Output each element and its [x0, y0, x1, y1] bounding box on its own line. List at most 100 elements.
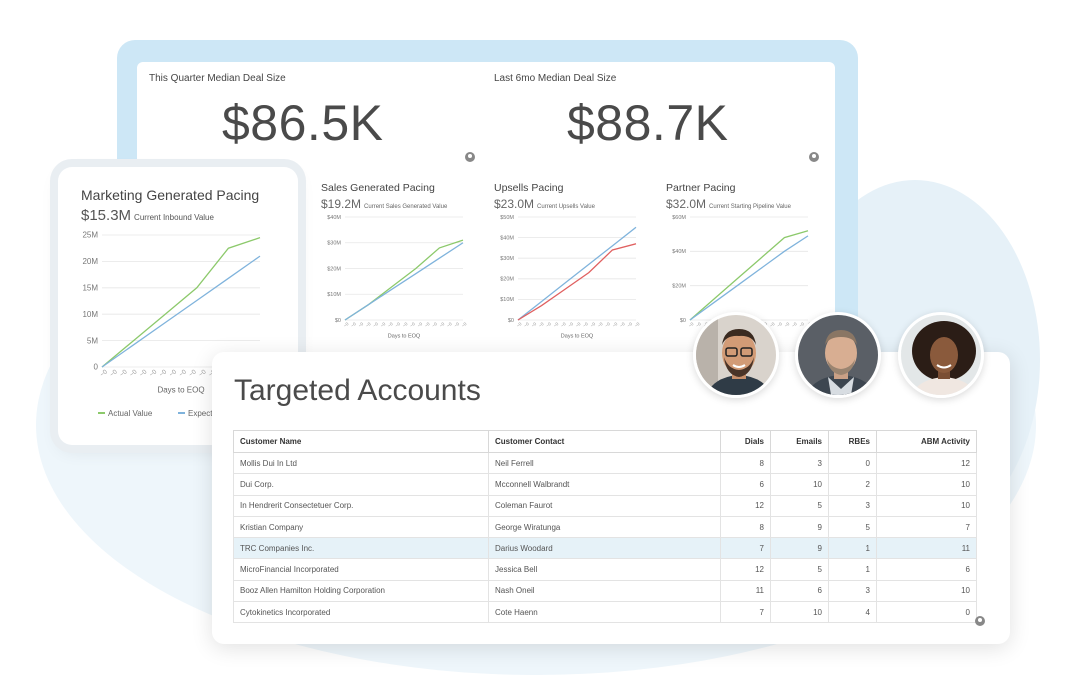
table-cell: 4 — [828, 601, 877, 624]
targeted-accounts-card: Targeted Accounts Customer Name Customer… — [212, 352, 1010, 644]
table-cell: Nash Oneil — [488, 579, 721, 603]
table-row[interactable]: In Hendrerit Consectetuer Corp. Coleman F… — [233, 494, 977, 517]
upsells-pacing-chart: Upsells Pacing $23.0M Current Upsells Val… — [494, 182, 644, 346]
x-tick-label: ~0 — [342, 321, 349, 328]
x-tick-label: ~0 — [379, 321, 386, 328]
x-tick-label: ~0 — [538, 321, 545, 328]
sales-pacing-chart: Sales Generated Pacing $19.2M Current Sal… — [321, 182, 471, 346]
table-row[interactable]: MicroFinancial Incorporated Jessica Bell 1… — [233, 558, 977, 581]
sales-line-chart: $40M$30M$20M$10M$0~0 ~0 ~0 ~0 ~0 ~0 ~0 ~0 ~0 ~0 ~0… — [327, 215, 468, 340]
table-row[interactable]: Mollis Dui In Ltd Neil Ferrell 8 3 0 12 — [233, 451, 977, 475]
table-cell: 10 — [876, 579, 977, 603]
y-tick-label: $30M — [500, 256, 514, 262]
table-cell: 8 — [720, 515, 771, 539]
x-tick-label: ~0 — [552, 321, 559, 328]
x-tick-label: ~0 — [158, 368, 168, 378]
table-cell: 10 — [770, 601, 829, 624]
x-tick-label: ~0 — [582, 321, 589, 328]
x-tick-label: ~0 — [438, 321, 445, 328]
avatar — [795, 312, 881, 398]
x-tick-label: ~0 — [188, 368, 198, 378]
y-tick-label: $30M — [327, 241, 341, 247]
table-row[interactable]: TRC Companies Inc. Darius Woodard 7 9 1 11 — [233, 537, 977, 560]
chart-value: $23.0M Current Upsells Value — [494, 197, 595, 211]
user-icon[interactable] — [809, 152, 819, 162]
table-cell: 7 — [876, 515, 977, 539]
x-tick-label: ~0 — [109, 368, 119, 378]
x-tick-label: ~0 — [597, 321, 604, 328]
table-cell: Cytokinetics Incorporated — [233, 601, 489, 624]
table-cell: 5 — [770, 558, 829, 581]
column-header[interactable]: RBEs — [828, 430, 877, 453]
x-tick-label: ~0 — [633, 321, 640, 328]
kpi-title: This Quarter Median Deal Size — [149, 73, 286, 84]
table-row[interactable]: Booz Allen Hamilton Holding Corporation N… — [233, 579, 977, 603]
column-header[interactable]: Emails — [770, 430, 829, 453]
x-axis-label: Days to EOQ — [388, 334, 421, 340]
table-row[interactable]: Kristian Company George Wiratunga 8 9 5 7 — [233, 515, 977, 539]
y-tick-label: $20M — [500, 277, 514, 283]
table-cell: 12 — [720, 494, 771, 517]
table-row[interactable]: Dui Corp. Mcconnell Walbrandt 6 10 2 10 — [233, 473, 977, 496]
x-tick-label: ~0 — [560, 321, 567, 328]
table-cell: Darius Woodard — [488, 537, 721, 560]
x-tick-label: ~0 — [178, 368, 188, 378]
x-tick-label: ~0 — [431, 321, 438, 328]
column-header[interactable]: Dials — [720, 430, 771, 453]
table-cell: 3 — [770, 451, 829, 475]
x-tick-label: ~0 — [687, 321, 694, 328]
column-header[interactable]: ABM Activity — [876, 430, 977, 453]
y-tick-label: 10M — [82, 310, 98, 319]
table-cell: Booz Allen Hamilton Holding Corporation — [233, 579, 489, 603]
column-header[interactable]: Customer Name — [233, 430, 489, 453]
table-cell: 12 — [876, 451, 977, 475]
x-tick-label: ~0 — [695, 321, 702, 328]
series-line — [101, 237, 261, 368]
x-tick-label: ~0 — [446, 321, 453, 328]
x-tick-label: ~0 — [416, 321, 423, 328]
table-cell: 6 — [720, 473, 771, 496]
series-line — [689, 235, 809, 321]
table-cell: In Hendrerit Consectetuer Corp. — [233, 494, 489, 517]
table-row[interactable]: Cytokinetics Incorporated Cote Haenn 7 10 4 0 — [233, 601, 977, 624]
table-cell: 10 — [876, 473, 977, 496]
y-tick-label: $40M — [327, 215, 341, 221]
x-tick-label: ~0 — [460, 321, 467, 328]
x-tick-label: ~0 — [791, 321, 798, 328]
avatar — [693, 312, 779, 398]
chart-title: Upsells Pacing — [494, 182, 564, 194]
page-title: Targeted Accounts — [234, 374, 481, 407]
table-cell: Coleman Faurot — [488, 494, 721, 517]
x-tick-label: ~0 — [619, 321, 626, 328]
y-tick-label: $10M — [327, 292, 341, 298]
x-tick-label: ~0 — [530, 321, 537, 328]
y-tick-label: $50M — [500, 215, 514, 221]
x-tick-label: ~0 — [357, 321, 364, 328]
table-cell: TRC Companies Inc. — [233, 537, 489, 560]
table-cell: 10 — [770, 473, 829, 496]
x-tick-label: ~0 — [769, 321, 776, 328]
x-tick-label: ~0 — [574, 321, 581, 328]
column-header[interactable]: Customer Contact — [488, 430, 721, 453]
x-tick-label: ~0 — [515, 321, 522, 328]
table-cell: 5 — [770, 494, 829, 517]
table-cell: 7 — [720, 601, 771, 624]
series-line — [517, 226, 637, 321]
x-tick-label: ~0 — [798, 321, 805, 328]
avatar — [898, 312, 984, 398]
table-cell: Kristian Company — [233, 515, 489, 539]
chart-value: $32.0M Current Starting Pipeline Value — [666, 197, 791, 211]
user-icon[interactable] — [465, 152, 475, 162]
x-tick-label: ~0 — [567, 321, 574, 328]
table-cell: 6 — [876, 558, 977, 581]
table-cell: 5 — [828, 515, 877, 539]
table-cell: 2 — [828, 473, 877, 496]
table-cell: 0 — [876, 601, 977, 624]
table-cell: George Wiratunga — [488, 515, 721, 539]
user-icon[interactable] — [975, 616, 985, 626]
x-tick-label: ~0 — [148, 368, 158, 378]
table-cell: Mollis Dui In Ltd — [233, 451, 489, 475]
y-tick-label: $10M — [500, 297, 514, 303]
x-tick-label: ~0 — [453, 321, 460, 328]
x-tick-label: ~0 — [350, 321, 357, 328]
